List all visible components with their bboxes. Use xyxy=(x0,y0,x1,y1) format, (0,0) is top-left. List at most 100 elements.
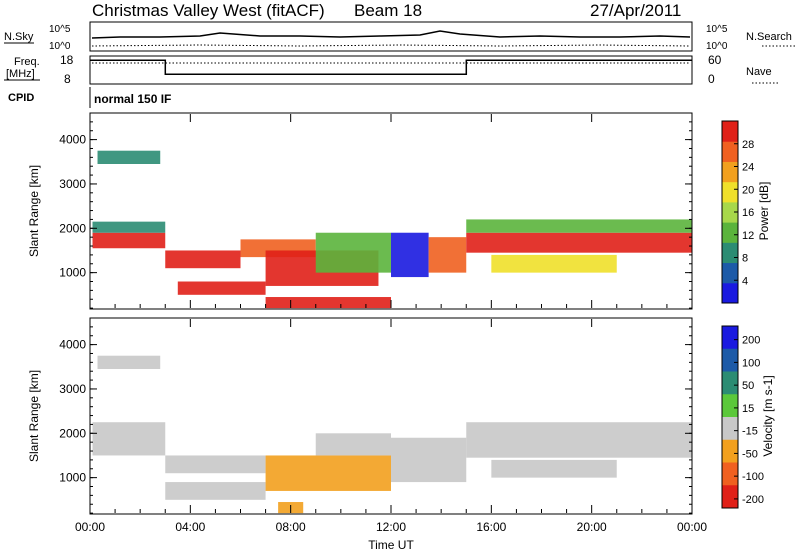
region-0-8 xyxy=(391,232,429,278)
freq-unit-label: [MHz] xyxy=(6,68,35,80)
nsky-label: N.Sky xyxy=(4,31,34,43)
plot-title: Christmas Valley West (fitACF) xyxy=(92,1,325,20)
region-1-2 xyxy=(165,482,266,500)
colorbar-swatch xyxy=(722,394,738,418)
colorbar-tick-label: -100 xyxy=(742,471,764,483)
nsearch-label: N.Search xyxy=(746,31,792,43)
nsearch-trace xyxy=(91,44,691,47)
xtick-label: 08:00 xyxy=(276,520,306,534)
ytick-label: 1000 xyxy=(59,471,86,485)
frequency-trace xyxy=(90,59,692,75)
velocity-y-axis: 1000 2000 3000 4000 xyxy=(59,317,692,514)
velocity-xlabel: Time UT xyxy=(368,538,414,552)
noise-tick-high-left: 10^5 xyxy=(49,24,71,35)
region-0-2 xyxy=(97,150,161,164)
colorbar-swatch xyxy=(722,485,738,509)
xtick-label: 12:00 xyxy=(376,520,406,534)
region-0-9 xyxy=(428,237,467,273)
nave-tick-high: 60 xyxy=(708,53,722,67)
colorbar-tick-label: -200 xyxy=(742,494,764,506)
region-1-7 xyxy=(491,459,617,478)
region-1-8 xyxy=(97,355,161,369)
freq-tick-high: 18 xyxy=(60,53,74,67)
nsky-trace xyxy=(91,30,691,39)
region-0-12 xyxy=(491,254,617,273)
colorbar-swatch xyxy=(722,262,738,284)
xtick-label: 16:00 xyxy=(476,520,506,534)
xtick-label: 00:00 xyxy=(677,520,707,534)
colorbar-tick-label: 200 xyxy=(742,335,760,347)
colorbar-tick-label: 24 xyxy=(742,162,754,174)
beam-label: Beam 18 xyxy=(354,1,422,20)
noise-tick-low-left: 10^0 xyxy=(49,41,71,52)
colorbar-swatch xyxy=(722,181,738,203)
colorbar-tick-label: 100 xyxy=(742,357,760,369)
colorbar-swatch xyxy=(722,417,738,441)
colorbar-swatch xyxy=(722,161,738,183)
colorbar-tick-label: 16 xyxy=(742,207,754,219)
region-1-4 xyxy=(315,433,391,456)
region-1-1 xyxy=(165,455,266,474)
colorbar-tick-label: 4 xyxy=(742,275,748,287)
colorbar-tick-label: 12 xyxy=(742,230,754,242)
region-1-3 xyxy=(265,455,391,491)
ytick-label: 2000 xyxy=(59,426,86,440)
power-axes-frame xyxy=(89,112,693,310)
power-y-axis: 1000 2000 3000 4000 xyxy=(59,112,692,309)
power-ylabel: Slant Range [km] xyxy=(27,165,41,257)
region-0-13 xyxy=(265,297,391,309)
power-data-layer xyxy=(92,150,692,309)
colorbar-tick-label: 15 xyxy=(742,403,754,415)
region-0-11 xyxy=(466,219,692,233)
cpid-panel: CPID normal 150 IF xyxy=(8,87,171,108)
xtick-label: 20:00 xyxy=(577,520,607,534)
xtick-label: 00:00 xyxy=(75,520,105,534)
power-colorbar: 4 8 12 16 20 24 28 xyxy=(721,120,754,304)
velocity-panel: 1000 2000 3000 4000 00:00 04:00 08:00 12:00 16:… xyxy=(27,114,775,552)
colorbar-tick-label: -15 xyxy=(742,426,758,438)
colorbar-tick-label: 28 xyxy=(742,139,754,151)
velocity-colorbar: 200 100 50 15 -15 -50 -100 -200 xyxy=(721,325,764,509)
noise-panel: N.Sky 10^5 10^0 10^5 10^0 N.Search xyxy=(4,21,795,52)
region-0-3 xyxy=(165,250,241,269)
colorbar-tick-label: 20 xyxy=(742,184,754,196)
region-0-0 xyxy=(92,232,166,249)
noise-tick-low-right: 10^0 xyxy=(706,41,728,52)
colorbar-swatch xyxy=(722,439,738,463)
colorbar-swatch xyxy=(722,121,738,142)
ytick-label: 4000 xyxy=(59,338,86,352)
colorbar-swatch xyxy=(722,462,738,486)
nave-tick-low: 0 xyxy=(708,72,715,86)
colorbar-swatch xyxy=(722,222,738,243)
region-0-10 xyxy=(466,232,692,253)
region-0-7 xyxy=(315,232,391,273)
freq-tick-low: 8 xyxy=(64,72,71,86)
velocity-data-layer xyxy=(92,355,692,514)
colorbar-swatch xyxy=(722,326,738,350)
cpid-label: CPID xyxy=(8,92,34,104)
colorbar-tick-label: 50 xyxy=(742,380,754,392)
velocity-x-axis: 00:00 04:00 08:00 12:00 16:00 20:00 00:00 xyxy=(75,114,707,534)
ytick-label: 3000 xyxy=(59,177,86,191)
region-1-5 xyxy=(391,437,467,483)
colorbar-swatch xyxy=(722,348,738,372)
noise-tick-high-right: 10^5 xyxy=(706,24,728,35)
ytick-label: 4000 xyxy=(59,133,86,147)
power-colorbar-label: Power [dB] xyxy=(757,182,771,241)
power-panel: 1000 2000 3000 4000 Slant Range [km] 4 8 12 16… xyxy=(27,112,771,310)
velocity-ylabel: Slant Range [km] xyxy=(27,370,41,462)
ytick-label: 3000 xyxy=(59,382,86,396)
date-label: 27/Apr/2011 xyxy=(590,1,681,20)
region-0-1 xyxy=(92,221,166,233)
velocity-colorbar-label: Velocity [m s-1] xyxy=(761,375,775,456)
freq-label: Freq. xyxy=(14,56,40,68)
colorbar-swatch xyxy=(722,201,738,223)
region-1-6 xyxy=(466,422,692,458)
colorbar-tick-label: 8 xyxy=(742,253,748,265)
ytick-label: 1000 xyxy=(59,266,86,280)
ytick-label: 2000 xyxy=(59,221,86,235)
colorbar-swatch xyxy=(722,141,738,162)
colorbar-swatch xyxy=(722,371,738,395)
